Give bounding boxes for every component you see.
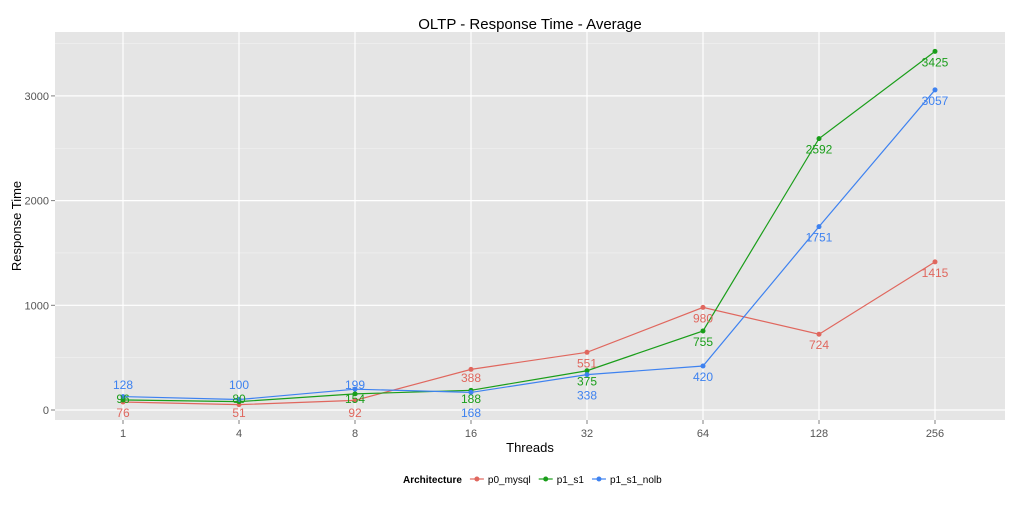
data-label-p1_s1_nolb: 168 bbox=[461, 406, 481, 420]
data-label-p1_s1_nolb: 338 bbox=[577, 389, 597, 403]
data-label-p1_s1: 96 bbox=[116, 392, 130, 406]
legend-label: p0_mysql bbox=[488, 475, 531, 486]
series-line-p0_mysql bbox=[122, 261, 936, 406]
data-point-p1_s1_nolb bbox=[352, 386, 358, 392]
legend-label: p1_s1 bbox=[557, 475, 585, 486]
data-label-p1_s1: 755 bbox=[693, 335, 713, 349]
y-tick-label: 0 bbox=[43, 405, 49, 417]
data-label-p0_mysql: 724 bbox=[809, 338, 829, 352]
y-axis-label: Response Time bbox=[9, 181, 24, 271]
data-label-p1_s1: 154 bbox=[345, 392, 365, 406]
data-label-p0_mysql: 1415 bbox=[922, 266, 949, 280]
x-tick-label: 128 bbox=[810, 428, 828, 440]
legend-label: p1_s1_nolb bbox=[610, 475, 662, 486]
data-label-p0_mysql: 980 bbox=[693, 311, 713, 325]
data-label-p0_mysql: 92 bbox=[348, 406, 362, 420]
data-label-p1_s1: 80 bbox=[232, 392, 246, 406]
data-label-p1_s1_nolb: 420 bbox=[693, 370, 713, 384]
data-point-p0_mysql bbox=[932, 259, 938, 265]
data-point-p0_mysql bbox=[352, 397, 358, 403]
legend-key-point bbox=[474, 476, 480, 482]
data-point-p0_mysql bbox=[468, 366, 474, 372]
data-point-p1_s1_nolb bbox=[816, 224, 822, 230]
data-label-p1_s1: 3425 bbox=[922, 55, 949, 69]
x-tick-label: 64 bbox=[697, 428, 709, 440]
data-point-p0_mysql bbox=[584, 349, 590, 355]
chart-title: OLTP - Response Time - Average bbox=[418, 16, 641, 33]
x-tick-label: 16 bbox=[465, 428, 477, 440]
y-tick-label: 2000 bbox=[25, 196, 49, 208]
x-tick-label: 8 bbox=[352, 428, 358, 440]
legend-key-point bbox=[596, 476, 602, 482]
data-label-p1_s1_nolb: 128 bbox=[113, 378, 133, 392]
data-point-p1_s1_nolb bbox=[584, 372, 590, 378]
data-point-p1_s1 bbox=[352, 391, 358, 397]
data-point-p1_s1_nolb bbox=[468, 389, 474, 395]
data-label-p1_s1: 2592 bbox=[806, 143, 833, 157]
data-label-p1_s1: 188 bbox=[461, 392, 481, 406]
y-tick-label: 3000 bbox=[25, 91, 49, 103]
x-tick-label: 32 bbox=[581, 428, 593, 440]
y-tick-label: 1000 bbox=[25, 300, 49, 312]
series-line-p1_s1 bbox=[122, 50, 936, 403]
x-tick-label: 1 bbox=[120, 428, 126, 440]
data-label-p1_s1: 375 bbox=[577, 375, 597, 389]
data-point-p1_s1 bbox=[700, 328, 706, 334]
data-point-p1_s1_nolb bbox=[120, 394, 126, 400]
series-line-p1_s1_nolb bbox=[122, 89, 936, 401]
legend-title: Architecture bbox=[403, 475, 462, 486]
plot-background bbox=[55, 32, 1005, 420]
data-label-p1_s1_nolb: 3057 bbox=[922, 94, 949, 108]
data-label-p0_mysql: 551 bbox=[577, 356, 597, 370]
data-point-p1_s1_nolb bbox=[236, 397, 242, 403]
data-label-p1_s1_nolb: 100 bbox=[229, 378, 249, 392]
data-point-p0_mysql bbox=[816, 331, 822, 337]
data-label-p0_mysql: 76 bbox=[116, 406, 130, 420]
data-point-p1_s1_nolb bbox=[700, 363, 706, 369]
x-axis-label: Threads bbox=[506, 440, 554, 455]
x-tick-label: 256 bbox=[926, 428, 944, 440]
data-point-p1_s1 bbox=[932, 48, 938, 54]
data-label-p1_s1_nolb: 1751 bbox=[806, 231, 833, 245]
data-label-p0_mysql: 388 bbox=[461, 371, 481, 385]
data-point-p1_s1 bbox=[584, 368, 590, 374]
data-label-p1_s1_nolb: 199 bbox=[345, 378, 365, 392]
legend-key-point bbox=[543, 476, 549, 482]
data-point-p1_s1_nolb bbox=[932, 87, 938, 93]
data-label-p0_mysql: 51 bbox=[232, 406, 246, 420]
data-point-p0_mysql bbox=[700, 304, 706, 310]
x-tick-label: 4 bbox=[236, 428, 242, 440]
data-point-p1_s1 bbox=[816, 136, 822, 142]
